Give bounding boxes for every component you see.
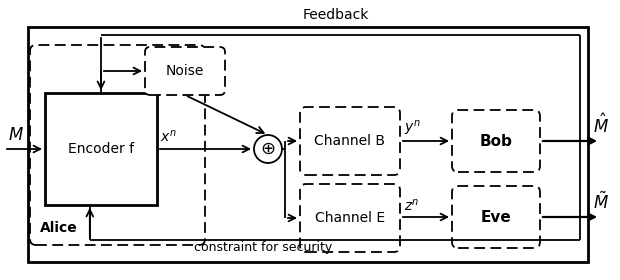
Bar xyxy=(28,27,588,262)
Text: Feedback: Feedback xyxy=(303,8,369,22)
Text: $z^n$: $z^n$ xyxy=(404,198,420,214)
Text: $\oplus$: $\oplus$ xyxy=(260,140,276,158)
FancyBboxPatch shape xyxy=(30,45,205,245)
FancyBboxPatch shape xyxy=(452,186,540,248)
FancyBboxPatch shape xyxy=(300,184,400,252)
Text: Bob: Bob xyxy=(479,134,513,148)
Text: Channel B: Channel B xyxy=(314,134,386,148)
Text: $x^n$: $x^n$ xyxy=(160,129,177,145)
Text: $\hat{M}$: $\hat{M}$ xyxy=(593,113,609,137)
Text: constraint for security: constraint for security xyxy=(194,241,332,254)
Bar xyxy=(45,93,157,205)
Text: $y^n$: $y^n$ xyxy=(404,119,421,138)
FancyBboxPatch shape xyxy=(452,110,540,172)
Text: $\tilde{M}$: $\tilde{M}$ xyxy=(593,192,609,213)
Text: Noise: Noise xyxy=(166,64,204,78)
Text: Channel E: Channel E xyxy=(315,211,385,225)
Text: $M$: $M$ xyxy=(8,126,24,144)
Text: Alice: Alice xyxy=(40,221,78,235)
FancyBboxPatch shape xyxy=(145,47,225,95)
Text: Eve: Eve xyxy=(480,209,511,225)
Text: Encoder f: Encoder f xyxy=(68,142,134,156)
Circle shape xyxy=(254,135,282,163)
FancyBboxPatch shape xyxy=(300,107,400,175)
